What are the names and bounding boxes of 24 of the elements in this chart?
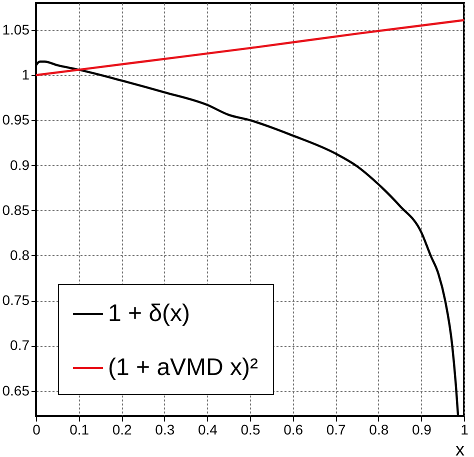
y-tick-label: 0.8 — [10, 246, 30, 263]
y-tick-label: 1.05 — [2, 22, 30, 38]
line-series — [36, 19, 464, 76]
x-tick-label: 0.4 — [198, 422, 218, 438]
y-tick-label: 0.95 — [2, 112, 30, 128]
legend-label: (1 + aVMD x)² — [108, 354, 258, 381]
x-tick-label: 0.1 — [70, 422, 90, 438]
legend-label: 1 + δ(x) — [108, 300, 190, 327]
x-tick-label: 0.6 — [284, 422, 304, 438]
x-tick-label: 0.3 — [155, 422, 175, 438]
y-tick-label: 0.7 — [10, 337, 30, 354]
x-tick-label: 0 — [32, 422, 41, 438]
x-tick-label: 0.7 — [326, 422, 346, 438]
x-tick-label: 0.5 — [240, 422, 260, 438]
y-tick-label: 0.75 — [2, 292, 30, 308]
y-tick-label: 1 — [22, 66, 30, 83]
y-tick-label: 0.65 — [2, 382, 30, 398]
x-tick-label: 0.2 — [112, 422, 132, 438]
x-tick-label: 1 — [460, 422, 469, 438]
y-tick-label: 0.85 — [2, 202, 30, 218]
y-tick-label: 0.9 — [10, 156, 30, 173]
x-tick-label: 0.9 — [412, 422, 432, 438]
x-axis-title: x — [456, 440, 464, 457]
x-tick-label: 0.8 — [369, 422, 389, 438]
